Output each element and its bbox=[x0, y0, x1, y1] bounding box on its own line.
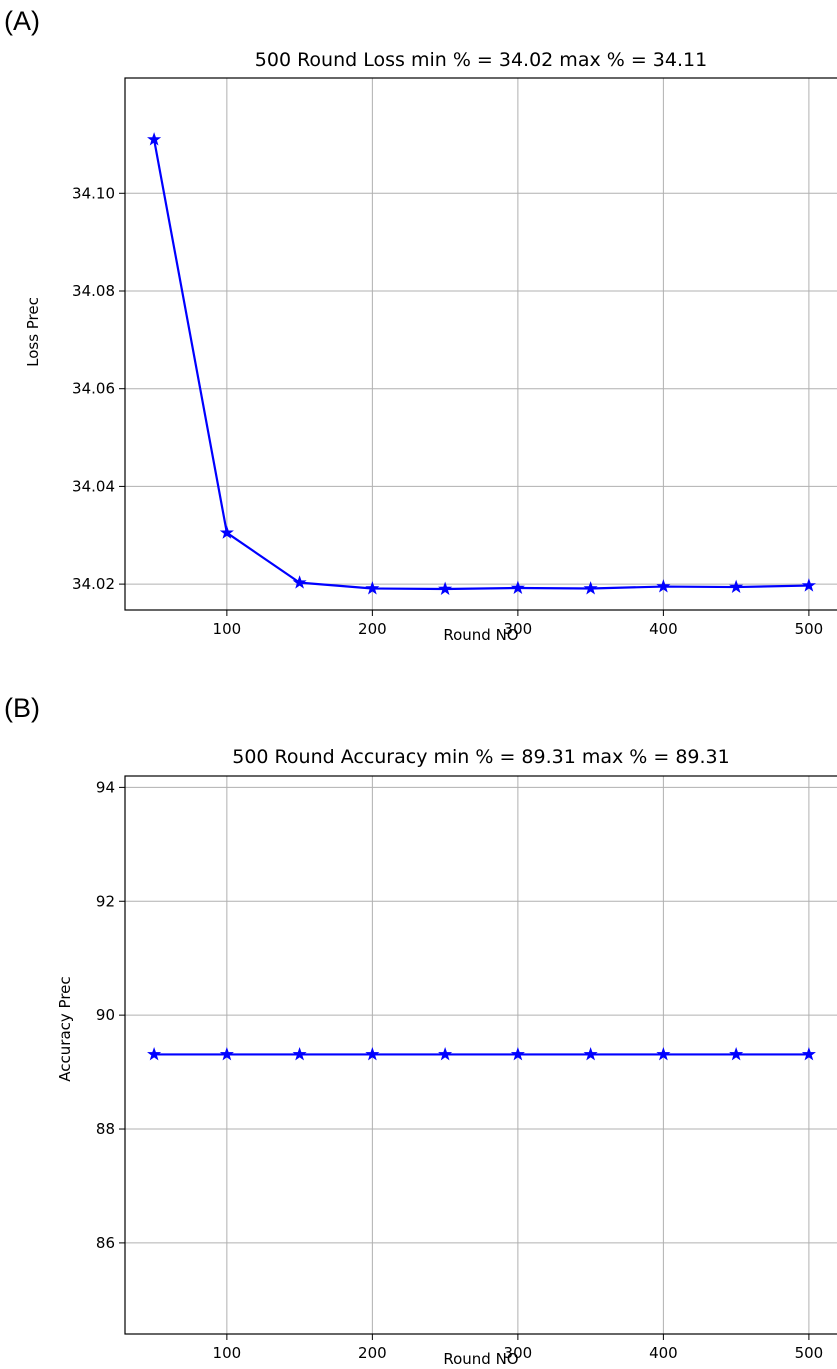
x-tick-label: 200 bbox=[358, 1344, 387, 1362]
data-point-star bbox=[147, 1047, 162, 1061]
y-axis-label-b: Accuracy Prec bbox=[56, 976, 74, 1081]
x-axis-label-a: Round NO bbox=[443, 626, 518, 644]
data-point-star bbox=[729, 579, 744, 594]
data-point-star bbox=[583, 581, 598, 595]
plot-frame-b bbox=[124, 775, 837, 1335]
chart-title-a: 500 Round Loss min % = 34.02 max % = 34.… bbox=[255, 49, 707, 71]
data-point-star bbox=[510, 580, 525, 595]
ticks-a: 100 200 300 400 500 34.02 34.04 34.06 34.08 34.10 bbox=[72, 184, 823, 638]
data-point-star bbox=[656, 579, 671, 593]
x-tick-label: 500 bbox=[795, 620, 824, 638]
data-point-star bbox=[729, 1047, 744, 1061]
data-point-star bbox=[438, 1047, 453, 1061]
y-tick-label: 92 bbox=[96, 892, 115, 910]
panel-label-a: (A) bbox=[4, 6, 40, 36]
x-tick-label: 200 bbox=[358, 620, 387, 638]
data-point-star bbox=[219, 1047, 234, 1061]
y-tick-label: 34.04 bbox=[72, 477, 115, 495]
y-tick-label: 34.08 bbox=[72, 282, 115, 300]
x-tick-label: 400 bbox=[649, 620, 678, 638]
y-tick-label: 86 bbox=[96, 1234, 115, 1252]
data-point-star bbox=[365, 581, 380, 595]
y-axis-label-a: Loss Prec bbox=[24, 297, 42, 367]
y-tick-label: 94 bbox=[96, 778, 115, 796]
data-point-star bbox=[292, 1047, 307, 1061]
data-point-star bbox=[656, 1047, 671, 1061]
data-point-star bbox=[801, 578, 816, 592]
chart-title-b: 500 Round Accuracy min % = 89.31 max % =… bbox=[232, 746, 729, 768]
series-b bbox=[147, 1047, 816, 1061]
series-line bbox=[153, 139, 809, 591]
x-tick-label: 300 bbox=[504, 620, 533, 638]
plot-frame-a bbox=[124, 77, 837, 611]
x-axis-label-b: Round NO bbox=[443, 1350, 518, 1368]
data-point-star bbox=[801, 1047, 816, 1061]
y-tick-label: 34.10 bbox=[72, 184, 115, 202]
y-tick-label: 34.06 bbox=[72, 380, 115, 398]
data-point-star bbox=[365, 1047, 380, 1061]
y-tick-label: 90 bbox=[96, 1006, 115, 1024]
x-tick-label: 100 bbox=[213, 1344, 242, 1362]
data-point-star bbox=[292, 575, 307, 589]
data-point-star bbox=[583, 1047, 598, 1061]
y-tick-label: 88 bbox=[96, 1120, 115, 1138]
chart-panel-b: (B) 500 Round Accuracy min % = 89.31 max… bbox=[4, 693, 837, 1368]
data-point-star bbox=[438, 581, 453, 595]
chart-panel-a: (A) 500 Round Loss min % = 34.02 max % =… bbox=[4, 6, 837, 644]
data-point-star bbox=[510, 1047, 525, 1061]
x-tick-label: 100 bbox=[213, 620, 242, 638]
x-tick-label: 300 bbox=[504, 1344, 533, 1362]
panel-label-b: (B) bbox=[4, 693, 40, 723]
x-tick-label: 500 bbox=[795, 1344, 824, 1362]
ticks-b: 100 200 300 400 500 86 88 90 92 94 bbox=[96, 778, 823, 1362]
data-point-star bbox=[147, 132, 162, 146]
data-point-star bbox=[219, 525, 234, 539]
grid-a bbox=[125, 78, 837, 610]
series-a bbox=[147, 132, 816, 595]
x-tick-label: 400 bbox=[649, 1344, 678, 1362]
y-tick-label: 34.02 bbox=[72, 575, 115, 593]
